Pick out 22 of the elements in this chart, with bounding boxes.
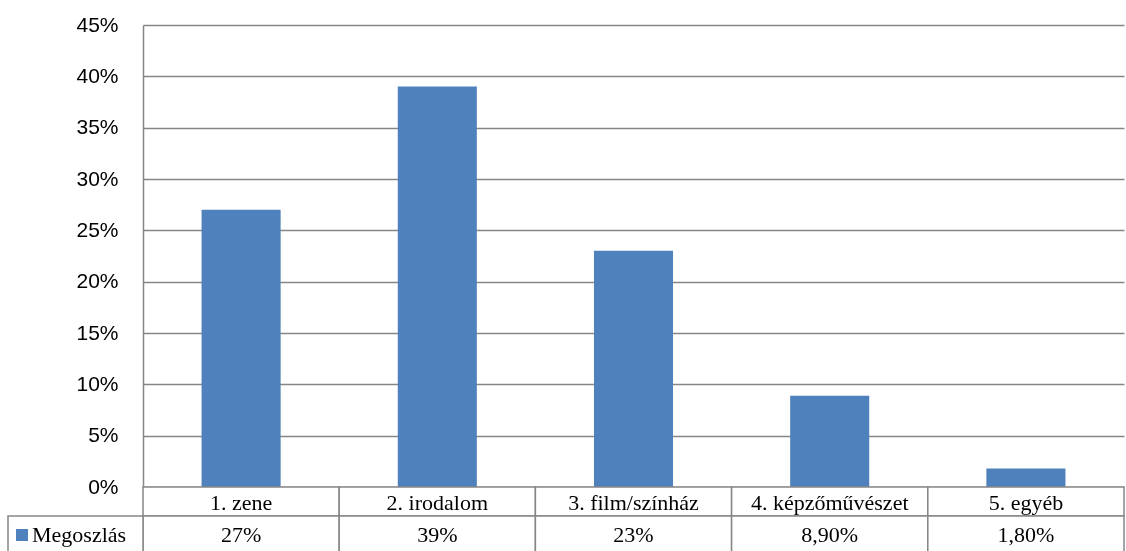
- y-tick-label: 30%: [76, 166, 119, 190]
- data-label: 27%: [220, 522, 262, 547]
- y-tick-label: 0%: [88, 474, 119, 498]
- legend-label: Megoszlás: [32, 522, 127, 547]
- data-label: 1,80%: [997, 522, 1055, 547]
- x-tick-label: 1. zene: [209, 489, 273, 515]
- x-tick-label: 2. irodalom: [386, 489, 489, 515]
- y-tick-label: 35%: [76, 115, 119, 139]
- x-tick-label: 3. film/színház: [568, 489, 700, 515]
- y-tick-label: 25%: [76, 217, 119, 241]
- y-tick-label: 20%: [76, 269, 119, 293]
- x-tick-label: 4. képzőművészet: [750, 489, 909, 515]
- data-label: 8,90%: [801, 522, 859, 547]
- y-tick-label: 40%: [76, 63, 119, 87]
- x-tick-label: 5. egyéb: [988, 489, 1064, 515]
- bar: [986, 468, 1066, 487]
- y-tick-label: 45%: [76, 12, 119, 36]
- y-tick-label: 10%: [76, 371, 119, 395]
- y-tick-label: 15%: [76, 320, 119, 344]
- data-label: 23%: [613, 522, 654, 547]
- y-tick-label: 5%: [88, 423, 119, 447]
- data-label: 39%: [417, 522, 458, 547]
